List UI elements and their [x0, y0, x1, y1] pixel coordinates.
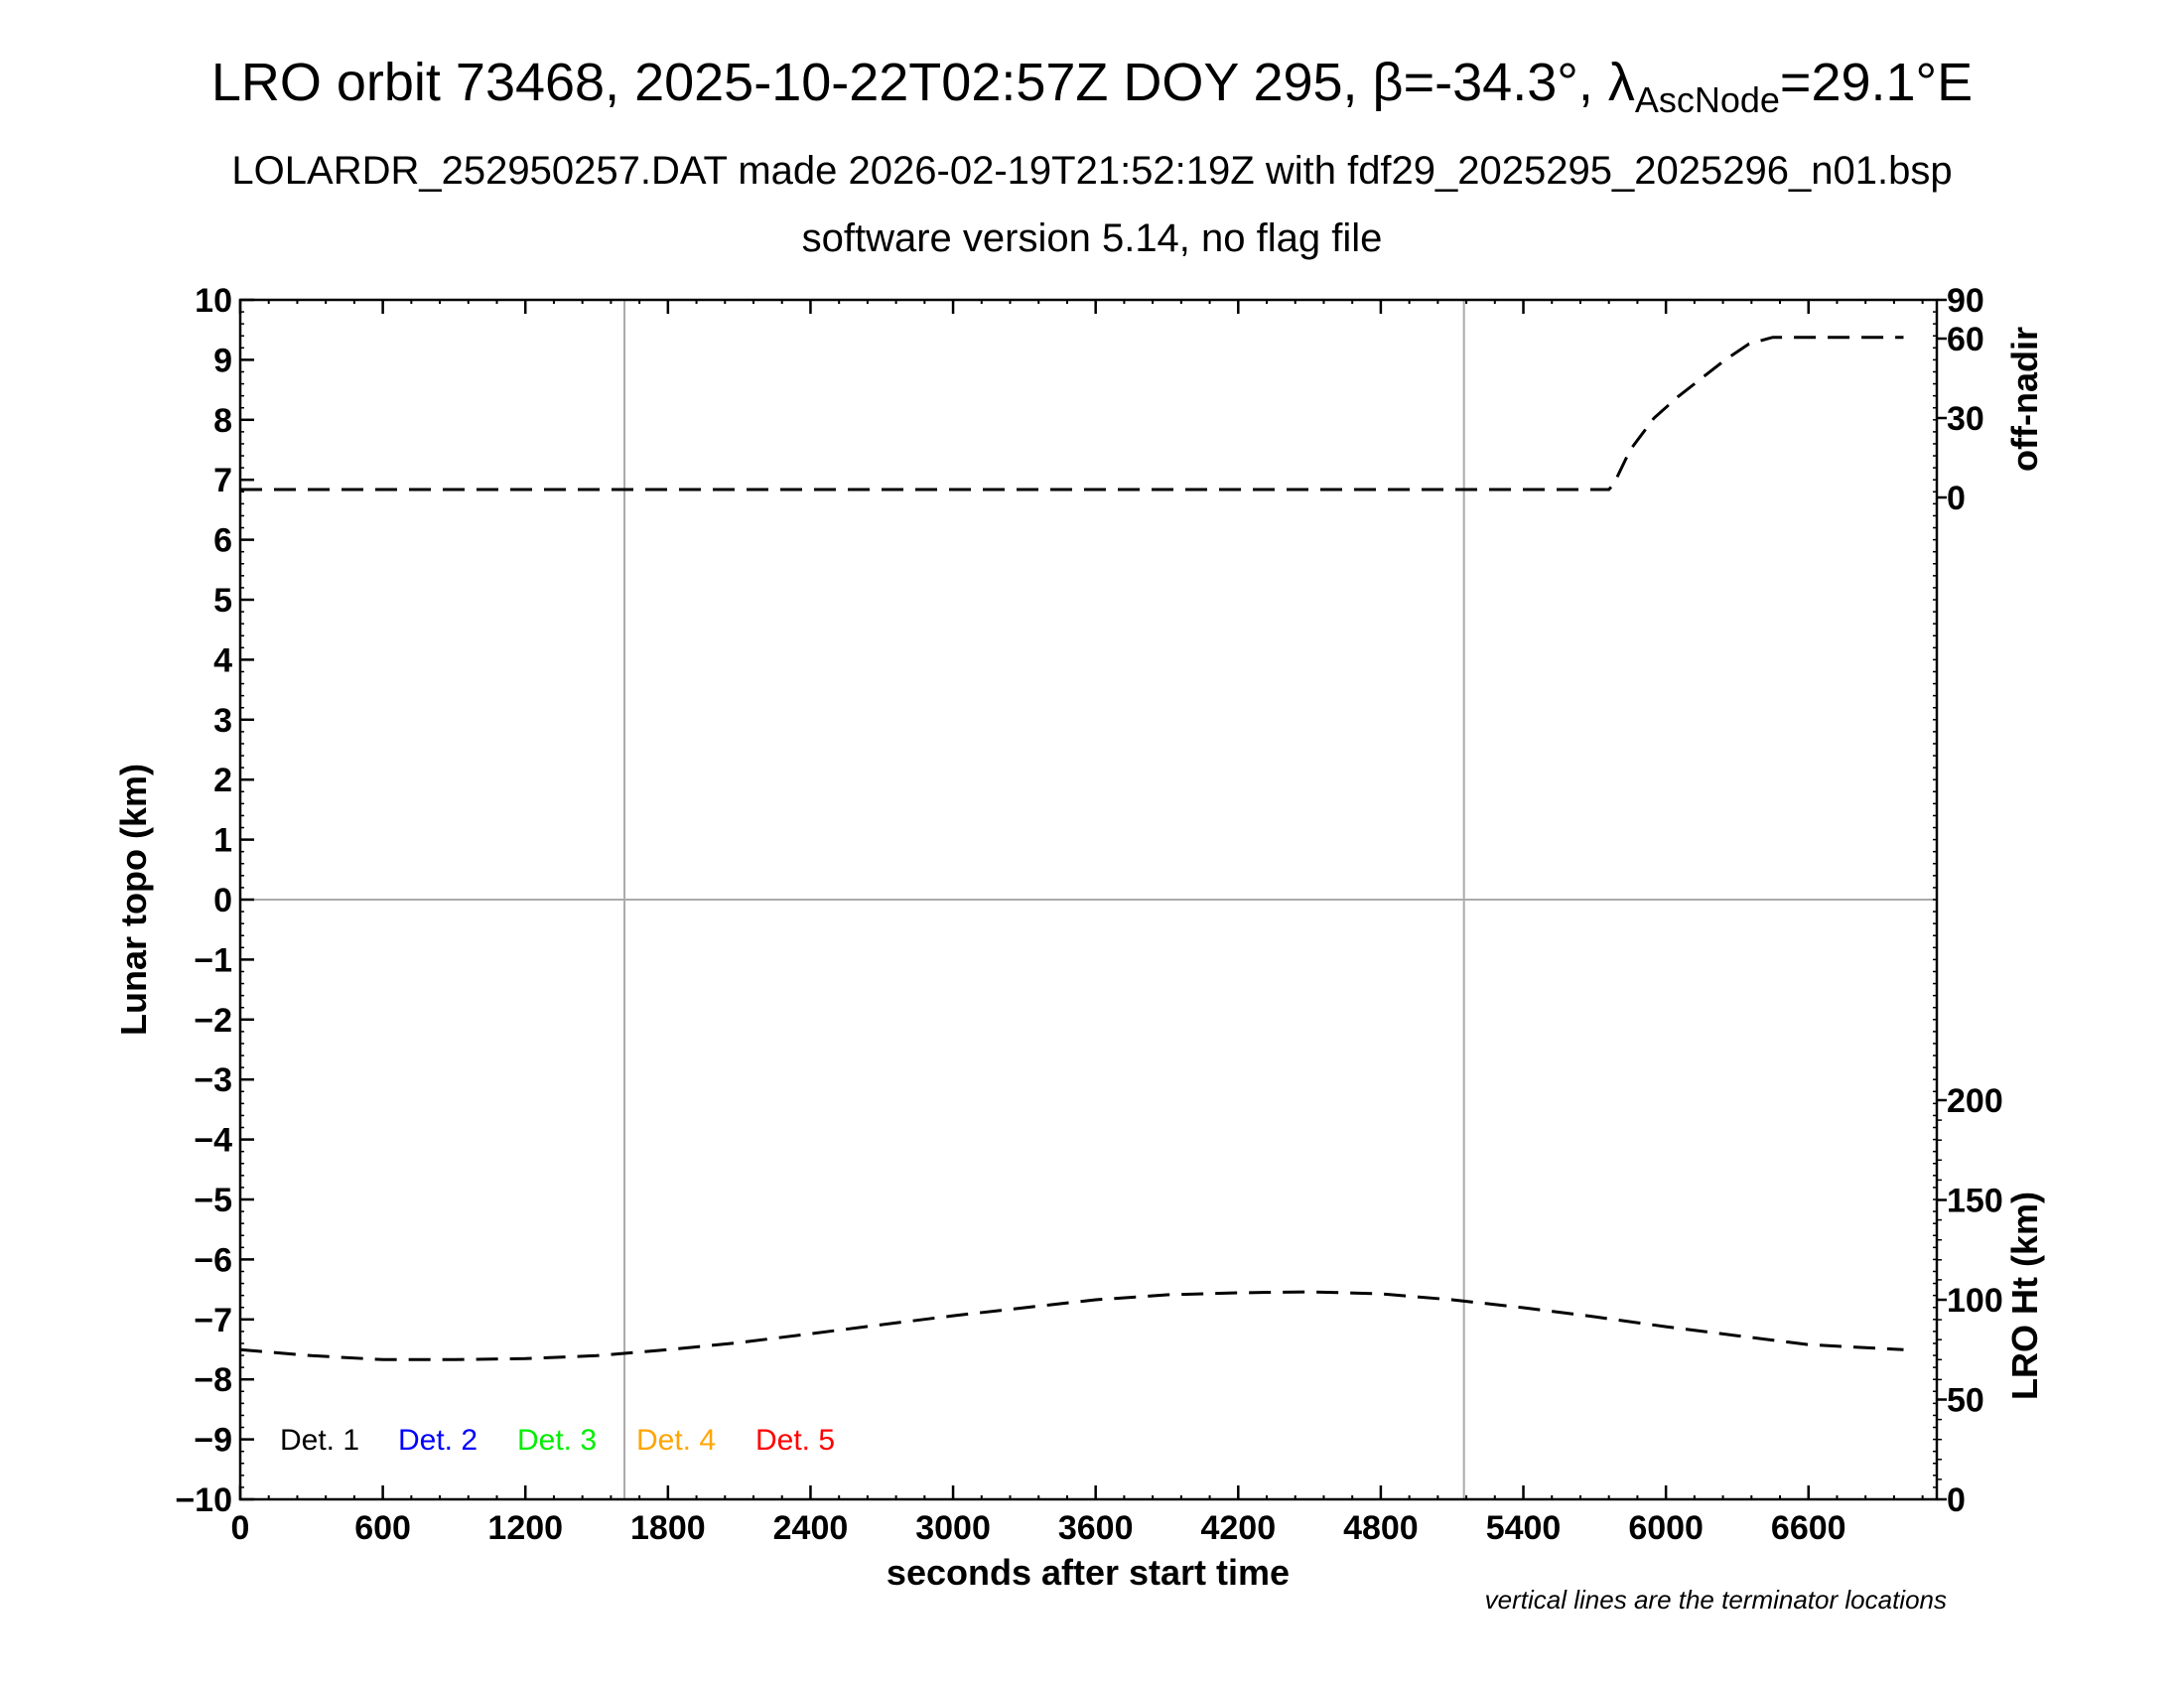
terminator-note: vertical lines are the terminator locati…	[1485, 1585, 1947, 1615]
right-axis-label-off-nadir: off-nadir	[2004, 327, 2045, 472]
chart-subtitle-software: software version 5.14, no flag file	[801, 216, 1383, 260]
chart-title: LRO orbit 73468, 2025-10-22T02:57Z DOY 2…	[0, 52, 2184, 121]
legend-entry: Det. 2	[398, 1424, 478, 1457]
lro-ht-tick-label: 50	[1947, 1382, 1984, 1420]
lro-ht-tick-label: 100	[1947, 1282, 2003, 1320]
series-layer	[239, 336, 1904, 1361]
y-tick-label: −8	[194, 1361, 232, 1399]
y-tick-label: 4	[213, 641, 232, 679]
y-tick-label: 0	[213, 882, 232, 919]
x-tick-label: 4200	[1200, 1509, 1276, 1547]
x-tick-label: 1200	[487, 1509, 563, 1547]
y-tick-label: 8	[213, 402, 232, 440]
x-tick-label: 6600	[1771, 1509, 1846, 1547]
x-tick-label: 2400	[773, 1509, 849, 1547]
y-tick-label: −3	[194, 1061, 232, 1099]
legend-entry: Det. 5	[755, 1424, 835, 1457]
legend-entry: Det. 1	[280, 1424, 359, 1457]
off-nadir-tick-label: 90	[1947, 282, 1984, 320]
series-lro-height-line	[239, 1290, 1904, 1361]
legend-entry: Det. 3	[517, 1424, 597, 1457]
y-tick-label: 2	[213, 762, 232, 799]
legend-entry: Det. 4	[636, 1424, 716, 1457]
x-tick-label: 4800	[1343, 1509, 1419, 1547]
y-tick-label: 3	[213, 702, 232, 740]
x-tick-label: 6000	[1628, 1509, 1704, 1547]
chart-title-end: =29.1°E	[1779, 53, 1974, 112]
x-tick-label: 1800	[630, 1509, 706, 1547]
y-tick-label: 9	[213, 342, 232, 379]
labels-layer: 0 600 1200 1800 2400 3000 3600 4200 4800 5400 6000…	[175, 282, 2002, 1547]
y-tick-label: −7	[194, 1302, 232, 1339]
off-nadir-tick-label: 30	[1947, 400, 1984, 438]
lro-ht-tick-label: 200	[1947, 1082, 2003, 1120]
chart-title-main: LRO orbit 73468, 2025-10-22T02:57Z DOY 2…	[210, 53, 1635, 112]
lro-ht-tick-label: 150	[1947, 1183, 2003, 1220]
x-tick-label: 600	[354, 1509, 411, 1547]
lro-ht-tick-label: 0	[1947, 1481, 1966, 1519]
right-axis-label-lro-ht: LRO Ht (km)	[2004, 1192, 2045, 1400]
off-nadir-tick-label: 0	[1947, 480, 1966, 517]
series-off-nadir-line	[240, 336, 1904, 492]
x-tick-label: 3600	[1058, 1509, 1134, 1547]
legend: Det. 1 Det. 2 Det. 3 Det. 4 Det. 5	[280, 1424, 835, 1457]
y-tick-label: 6	[213, 522, 232, 560]
y-tick-label: −5	[194, 1182, 232, 1219]
y-tick-label: −2	[194, 1002, 232, 1040]
y-axis-label: Lunar topo (km)	[113, 764, 154, 1036]
x-tick-label: 0	[231, 1509, 250, 1547]
chart-title-subscript: AscNode	[1634, 78, 1780, 120]
ticks-layer	[238, 298, 1947, 1501]
y-tick-label: 10	[195, 282, 232, 320]
y-tick-label: 5	[213, 582, 232, 620]
chart-subtitle-file: LOLARDR_252950257.DAT made 2026-02-19T21…	[231, 149, 1953, 193]
y-tick-label: 1	[213, 822, 232, 860]
y-tick-label: −9	[194, 1422, 232, 1460]
x-tick-label: 3000	[915, 1509, 991, 1547]
y-tick-label: −10	[175, 1481, 232, 1519]
grid-layer	[240, 300, 1937, 1499]
y-tick-label: 7	[213, 462, 232, 499]
y-tick-label: −1	[194, 941, 232, 979]
y-tick-label: −4	[194, 1122, 232, 1160]
x-tick-label: 5400	[1486, 1509, 1562, 1547]
x-axis-label: seconds after start time	[887, 1552, 1290, 1593]
y-tick-label: −6	[194, 1241, 232, 1279]
off-nadir-tick-label: 60	[1947, 321, 1984, 358]
